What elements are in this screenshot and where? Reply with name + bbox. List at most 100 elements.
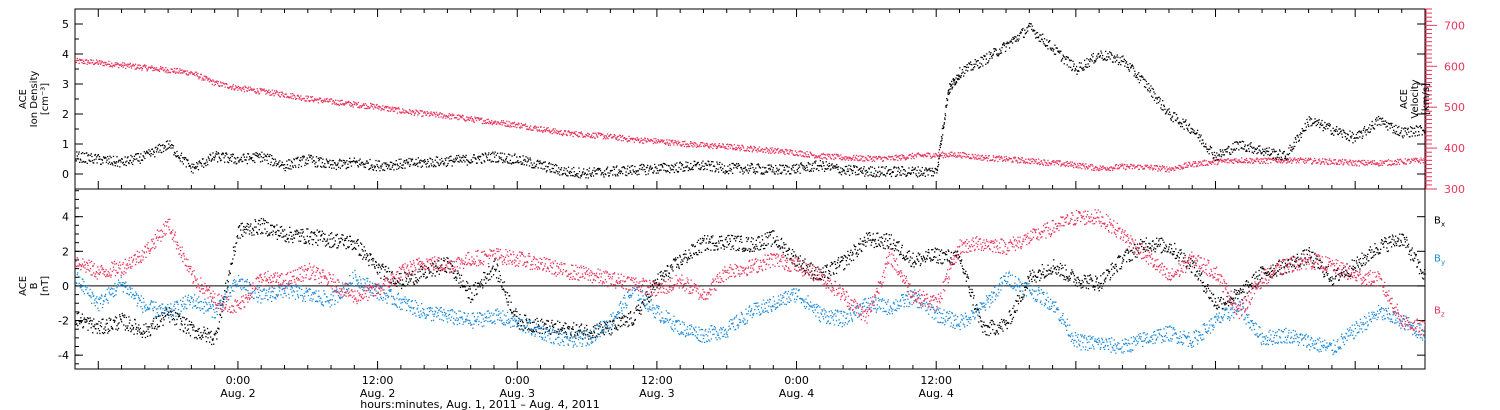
density-point <box>361 161 364 164</box>
density-point <box>867 171 869 173</box>
velocity-point <box>1409 162 1411 165</box>
density-point <box>1194 132 1196 134</box>
density-point <box>1226 148 1228 150</box>
velocity-point <box>1350 161 1352 164</box>
velocity-point <box>233 88 235 90</box>
density-point <box>1071 69 1073 72</box>
density-point <box>1327 127 1329 130</box>
velocity-point <box>1334 159 1337 161</box>
density-point <box>487 154 489 156</box>
density-point <box>289 159 291 161</box>
velocity-point <box>1038 162 1040 164</box>
density-point <box>384 163 386 165</box>
density-point <box>1408 131 1410 133</box>
density-point <box>245 159 247 161</box>
velocity-point <box>946 154 948 157</box>
density-point <box>1343 129 1345 132</box>
velocity-point <box>814 156 816 158</box>
velocity-point <box>1120 165 1122 167</box>
velocity-point <box>1227 158 1229 160</box>
velocity-point <box>200 73 202 76</box>
density-point <box>1249 145 1252 147</box>
velocity-point <box>609 134 611 137</box>
velocity-point <box>1086 168 1089 170</box>
velocity-point <box>1079 167 1081 169</box>
density-point <box>475 158 477 160</box>
density-point <box>250 158 252 160</box>
velocity-point <box>1280 160 1282 162</box>
density-point <box>606 166 609 168</box>
density-point <box>308 154 310 156</box>
velocity-point <box>943 155 946 157</box>
density-point <box>767 164 769 166</box>
density-point <box>1285 159 1288 161</box>
velocity-point <box>612 137 614 139</box>
top-ytick-label: 5 <box>62 18 69 31</box>
velocity-point <box>821 158 823 160</box>
velocity-point <box>282 92 284 95</box>
velocity-point <box>1109 167 1111 169</box>
velocity-point <box>1184 166 1186 168</box>
density-point <box>1375 118 1377 121</box>
density-point <box>885 166 887 168</box>
density-point <box>1376 117 1378 119</box>
velocity-point <box>878 155 880 157</box>
density-point <box>1182 121 1185 123</box>
b-field-axis-label: ACE <box>18 276 29 296</box>
density-point <box>553 171 555 173</box>
density-point <box>1314 118 1316 120</box>
velocity-point <box>503 122 506 124</box>
density-point <box>560 169 562 171</box>
density-point <box>1320 124 1323 126</box>
velocity-point <box>142 65 144 67</box>
velocity-point <box>706 143 709 145</box>
density-point <box>709 165 711 167</box>
velocity-point <box>869 155 872 158</box>
density-point <box>79 158 81 160</box>
velocity-point <box>1351 164 1353 166</box>
velocity-point <box>1198 161 1200 163</box>
velocity-point <box>1053 160 1055 162</box>
velocity-point <box>590 135 592 138</box>
density-point <box>959 76 961 78</box>
density-point <box>613 168 616 170</box>
velocity-point <box>1059 160 1061 162</box>
density-point <box>129 159 131 162</box>
density-point <box>316 166 318 168</box>
velocity-point <box>1213 160 1216 162</box>
density-point <box>758 166 760 168</box>
velocity-point <box>285 93 287 95</box>
density-point <box>567 175 569 177</box>
density-point <box>1366 129 1369 131</box>
velocity-point <box>1050 164 1052 166</box>
density-point <box>1228 146 1230 148</box>
density-point <box>603 170 606 172</box>
density-point <box>921 166 923 169</box>
density-point <box>417 165 419 168</box>
velocity-point <box>551 133 553 135</box>
density-point <box>1189 131 1191 134</box>
density-point <box>431 159 433 161</box>
density-point <box>1152 88 1154 90</box>
velocity-point <box>796 151 798 154</box>
velocity-point <box>529 128 531 130</box>
density-point <box>200 162 202 164</box>
velocity-point <box>257 91 259 93</box>
density-point <box>665 171 667 173</box>
density-point <box>1257 151 1259 154</box>
density-point <box>1195 133 1197 135</box>
density-point <box>442 160 444 162</box>
density-point <box>592 169 594 172</box>
velocity-point <box>783 151 786 153</box>
velocity-point <box>1329 158 1331 160</box>
density-point <box>665 170 667 172</box>
density-axis-label: ACE <box>18 89 29 109</box>
density-point <box>1273 148 1275 150</box>
x-tick-time-label: 0:00 <box>784 374 809 387</box>
velocity-point <box>1107 168 1109 170</box>
density-point <box>279 160 281 162</box>
density-point <box>919 174 922 176</box>
density-point <box>524 158 526 161</box>
density-point <box>674 164 677 167</box>
density-point <box>1370 128 1372 130</box>
